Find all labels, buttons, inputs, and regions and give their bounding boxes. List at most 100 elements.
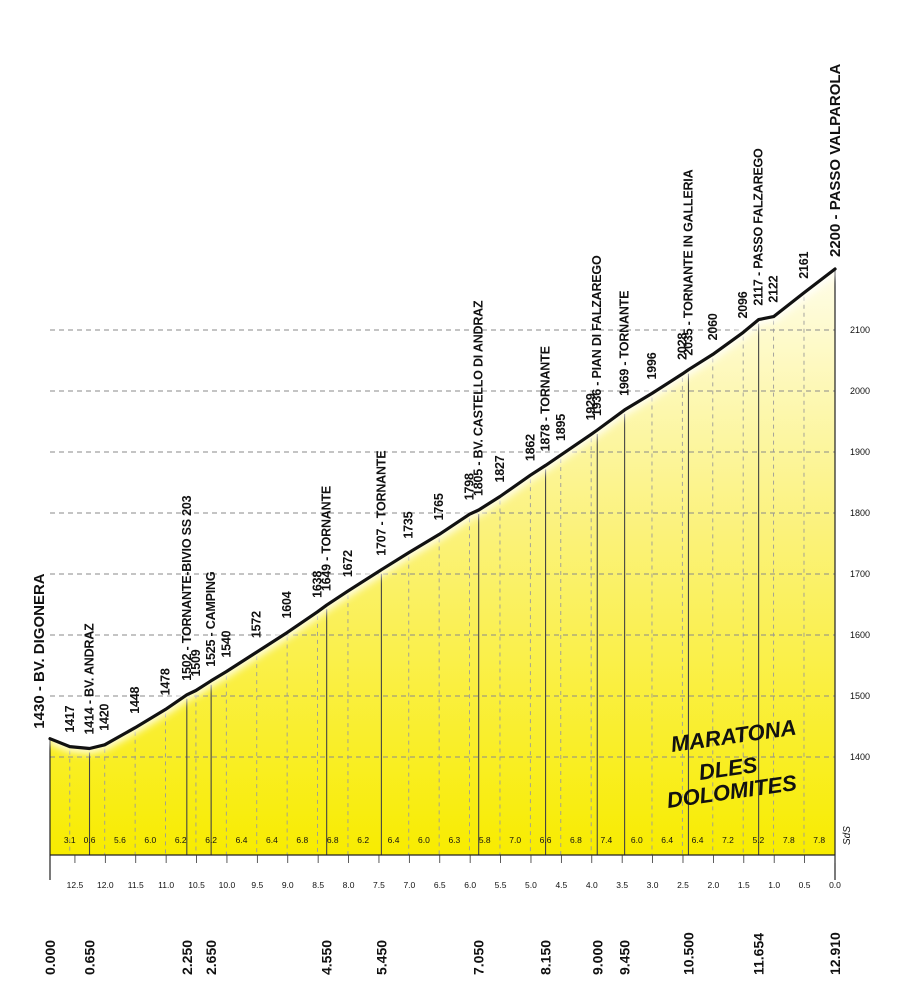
- start-label: 1430 - BV. DIGONERA: [31, 573, 48, 728]
- km-tick-label: 9.5: [251, 880, 263, 890]
- waypoint-label: 1649 - TORNANTE: [320, 486, 334, 591]
- waypoint-label: 1805 - BV. CASTELLO DI ANDRAZ: [472, 300, 486, 496]
- gradient-label: 6.4: [266, 835, 278, 845]
- km-tick-label: 1.0: [768, 880, 780, 890]
- distance-label: 5.450: [373, 940, 389, 975]
- altitude-tick-label: 1700: [850, 569, 870, 579]
- waypoint-label: 1604: [280, 591, 294, 618]
- gradient-label: 7.4: [600, 835, 612, 845]
- km-tick-label: 1.5: [738, 880, 750, 890]
- altitude-tick-label: 1800: [850, 508, 870, 518]
- gradient-label: 7.2: [722, 835, 734, 845]
- km-tick-label: 12.5: [67, 880, 84, 890]
- distance-label: 8.150: [538, 940, 554, 975]
- km-tick-label: 9.0: [282, 880, 294, 890]
- gradient-label: 6.0: [144, 835, 156, 845]
- gradient-label: 7.8: [783, 835, 795, 845]
- waypoint-labels: 1417 1414 - BV. ANDRAZ 1420 1448 1478 1502 - …: [31, 63, 844, 734]
- gradient-label: 6.6: [540, 835, 552, 845]
- waypoint-label: 1672: [341, 550, 355, 577]
- waypoint-label: 1862: [523, 434, 537, 461]
- km-tick-label: 12.0: [97, 880, 114, 890]
- km-tick-label: 8.0: [343, 880, 355, 890]
- waypoint-label: 2060: [706, 313, 720, 340]
- waypoint-label: 1878 - TORNANTE: [539, 346, 553, 451]
- waypoint-label: 1540: [219, 630, 233, 657]
- gradient-label: 6.4: [236, 835, 248, 845]
- gradient-label: 6.3: [448, 835, 460, 845]
- km-tick-label: 4.5: [555, 880, 567, 890]
- altitude-tick-label: 2100: [850, 325, 870, 335]
- altitude-tick-label: 1900: [850, 447, 870, 457]
- distance-label: 9.000: [589, 940, 605, 975]
- waypoint-label: 2161: [797, 252, 811, 279]
- km-tick-label: 5.0: [525, 880, 537, 890]
- gradient-label: 6.0: [631, 835, 643, 845]
- km-tick-label: 3.0: [647, 880, 659, 890]
- gradient-label: 5.8: [479, 835, 491, 845]
- waypoint-label: 1996: [645, 352, 659, 379]
- km-tick-label: 10.0: [219, 880, 236, 890]
- waypoint-label: 1827: [493, 455, 507, 482]
- waypoint-label: 1929: [584, 393, 598, 420]
- km-tick-label: 0.0: [829, 880, 841, 890]
- waypoint-label: 1936 - PIAN DI FALZAREGO: [590, 255, 604, 416]
- distance-label: 9.450: [617, 940, 633, 975]
- km-tick-label: 11.5: [128, 880, 144, 890]
- gradient-label: 6.8: [296, 835, 308, 845]
- waypoint-label: 2117 - PASSO FALZAREGO: [752, 148, 766, 306]
- distance-label: 10.500: [680, 932, 696, 975]
- gradient-label: 6.4: [692, 835, 704, 845]
- waypoint-label: 1502 - TORNANTE-BIVIO SS 203: [180, 495, 194, 680]
- distance-labels: 0.000 0.650 2.250 2.650 4.550 5.450 7.050 8.150…: [42, 932, 843, 975]
- waypoint-label: 2035 - TORNANTE IN GALLERIA: [681, 169, 695, 355]
- waypoint-label: 1798: [463, 473, 477, 500]
- altitude-tick-label: 2000: [850, 386, 870, 396]
- gradient-label: 3.1: [64, 835, 76, 845]
- distance-label: 2.650: [203, 940, 219, 975]
- km-tick-label: 8.5: [312, 880, 324, 890]
- waypoint-label: 1638: [311, 571, 325, 598]
- waypoint-label: 1417: [63, 705, 77, 732]
- profile-line: [48, 267, 837, 751]
- gradient-label: 7.0: [509, 835, 521, 845]
- waypoint-label: 1478: [159, 668, 173, 695]
- km-tick-label: 3.5: [616, 880, 628, 890]
- km-tick-label: 11.0: [158, 880, 174, 890]
- waypoint-label: 1420: [98, 704, 112, 731]
- gradient-label: 5.2: [752, 835, 764, 845]
- gradient-unit-label: SdS: [842, 826, 853, 845]
- altitude-tick-labels: 1400 1500 1600 1700 1800 1900 2000 2100: [850, 325, 870, 762]
- distance-label: 4.550: [319, 940, 335, 975]
- km-tick-label: 2.0: [707, 880, 719, 890]
- end-label: 2200 - PASSO VALPAROLA: [827, 63, 844, 257]
- gradient-label: 0.6: [84, 835, 96, 845]
- gradient-label: 5.6: [114, 835, 126, 845]
- waypoint-label: 1509: [189, 649, 203, 676]
- gradient-label: 6.4: [661, 835, 673, 845]
- altitude-tick-label: 1400: [850, 752, 870, 762]
- distance-label: 11.654: [751, 933, 767, 975]
- km-tick-label: 6.5: [434, 880, 446, 890]
- gradient-label: 6.8: [327, 835, 339, 845]
- gradient-label: 6.2: [357, 835, 369, 845]
- altitude-tick-label: 1600: [850, 630, 870, 640]
- altitude-tick-label: 1500: [850, 691, 870, 701]
- gradient-label: 7.8: [813, 835, 825, 845]
- gradient-labels: 3.1 0.6 5.6 6.0 6.2 6.2 6.4 6.4 6.8 6.8 6.2 6.4 6.0 6…: [64, 826, 853, 845]
- waypoint-lines: [49, 269, 836, 880]
- distance-label: 2.250: [179, 940, 195, 975]
- km-tick-label: 0.5: [799, 880, 811, 890]
- waypoint-label: 2096: [736, 291, 750, 318]
- distance-label: 0.650: [82, 940, 98, 975]
- waypoint-label: 1969 - TORNANTE: [618, 291, 632, 396]
- km-tick-label: 4.0: [586, 880, 598, 890]
- gradient-label: 6.8: [570, 835, 582, 845]
- waypoint-label: 1448: [128, 686, 142, 713]
- start-distance-label: 0.000: [42, 940, 58, 975]
- waypoint-label: 1572: [250, 611, 264, 638]
- km-tick-label: 7.5: [373, 880, 385, 890]
- end-distance-label: 12.910: [827, 932, 843, 975]
- profile-area: [50, 269, 835, 855]
- waypoint-label: 1414 - BV. ANDRAZ: [83, 623, 97, 735]
